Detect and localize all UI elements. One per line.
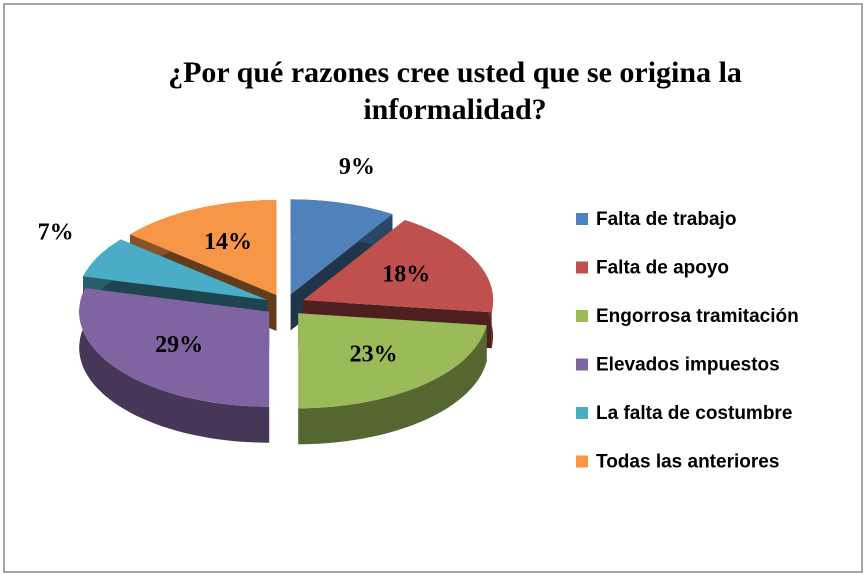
- data-label: 7%: [38, 220, 74, 246]
- data-label: 29%: [155, 332, 203, 358]
- legend-swatch: [576, 455, 588, 468]
- legend-label: Elevados impuestos: [596, 355, 780, 376]
- data-label: 23%: [350, 342, 398, 368]
- legend-swatch: [576, 358, 588, 371]
- slice: [83, 239, 268, 300]
- legend-swatch: [576, 310, 588, 322]
- legend-swatch: [576, 407, 588, 419]
- slice: [303, 220, 494, 313]
- title-line: informalidad?: [363, 93, 546, 126]
- chart-title: ¿Por qué razones cree usted que se origi…: [168, 56, 742, 89]
- data-label: 18%: [382, 262, 430, 288]
- legend-label: Engorrosa tramitación: [596, 306, 799, 327]
- slice: [79, 288, 270, 407]
- legend-swatch: [576, 261, 588, 274]
- slice-side: [79, 288, 270, 443]
- legend-label: La falta de costumbre: [596, 403, 792, 424]
- slice: [130, 200, 277, 295]
- title-line: ¿Por qué razones cree usted que se origi…: [168, 56, 742, 89]
- legend-label: Falta de apoyo: [596, 258, 729, 279]
- slice: [290, 199, 393, 295]
- slice-side: [298, 325, 487, 445]
- chart-title-cont: informalidad?: [363, 93, 546, 126]
- data-label: 9%: [339, 154, 375, 180]
- data-label: 14%: [204, 229, 252, 255]
- legend-label: Falta de trabajo: [596, 209, 736, 230]
- slice: [298, 313, 487, 409]
- legend-swatch: [576, 213, 588, 225]
- legend-label: Todas las anteriores: [596, 452, 779, 473]
